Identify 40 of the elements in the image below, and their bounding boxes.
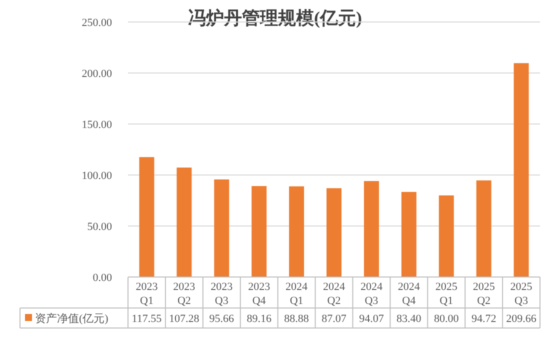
x-tick-label: 2024 Q1: [286, 281, 308, 307]
bar: [214, 179, 230, 277]
legend-label: 资产净值(亿元): [35, 312, 109, 325]
data-label: 88.88: [284, 313, 310, 325]
data-label: 89.16: [246, 313, 272, 325]
data-label: 94.72: [471, 313, 496, 325]
x-tick-label: 2024 Q4: [398, 281, 420, 307]
data-label: 80.00: [434, 313, 460, 325]
bar: [514, 63, 529, 277]
x-tick-label: 2023 Q2: [173, 281, 196, 307]
bar: [252, 186, 267, 277]
bar: [438, 195, 454, 277]
x-tick-label: 2025 Q1: [435, 281, 458, 307]
bar: [139, 157, 154, 277]
data-label: 83.40: [396, 313, 422, 325]
x-tick-label: 2024 Q3: [360, 281, 383, 307]
data-label: 94.07: [359, 313, 384, 325]
data-label: 209.66: [506, 313, 537, 325]
data-label: 107.28: [169, 313, 200, 325]
bar: [289, 186, 304, 277]
bar: [364, 181, 379, 277]
bar: [401, 192, 416, 277]
x-tick-label: 2025 Q2: [472, 281, 496, 307]
x-tick-label: 2023 Q3: [210, 281, 234, 307]
y-tick-label: 200.00: [82, 68, 112, 80]
y-tick-label: 150.00: [82, 119, 112, 131]
y-tick-label: 100.00: [82, 170, 112, 182]
data-label: 117.55: [132, 313, 162, 325]
x-tick-label: 2023 Q4: [248, 281, 271, 307]
bar: [176, 168, 192, 277]
data-label: 95.66: [209, 313, 235, 325]
data-label: 87.07: [322, 313, 347, 325]
x-tick-label: 2025 Q3: [510, 281, 533, 307]
y-tick-label: 50.00: [87, 221, 112, 233]
y-tick-label: 0.00: [92, 272, 112, 284]
y-tick-label: 250.00: [82, 17, 112, 29]
bar: [326, 188, 342, 277]
x-tick-label: 2024 Q2: [323, 281, 346, 307]
bar: [476, 180, 492, 277]
x-tick-label: 2023 Q1: [136, 281, 158, 307]
